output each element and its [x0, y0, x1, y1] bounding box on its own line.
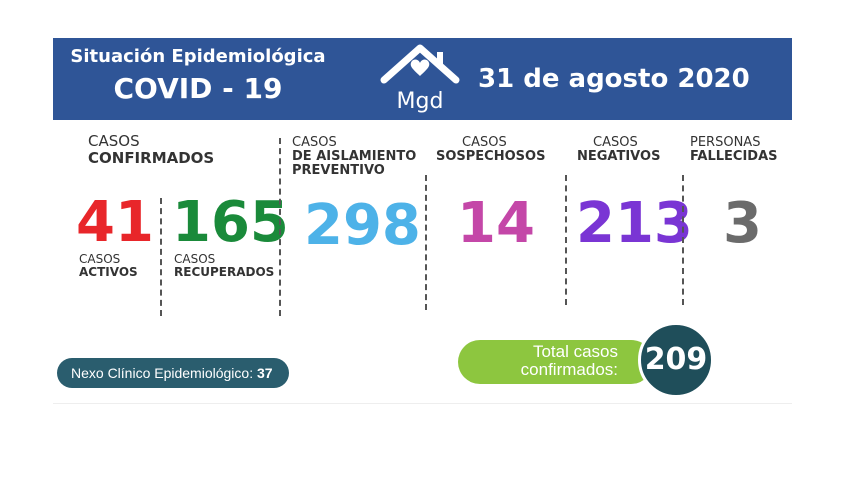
divider	[565, 175, 567, 305]
isolation-count: 298	[304, 193, 421, 258]
suspected-label: CASOS SOSPECHOSOS	[436, 135, 546, 164]
nexo-label: Nexo Clínico Epidemiológico:	[71, 365, 254, 381]
active-count: 41	[76, 190, 154, 255]
negative-count: 213	[576, 191, 693, 256]
suspected-count: 14	[457, 191, 535, 256]
house-heart-icon	[380, 44, 460, 84]
confirmed-label: CASOS CONFIRMADOS	[88, 132, 215, 167]
recovered-count: 165	[172, 190, 289, 255]
total-pill: Total casos confirmados:	[458, 340, 653, 384]
total-label: Total casos confirmados:	[520, 342, 618, 379]
header-date: 31 de agosto 2020	[478, 64, 750, 94]
nexo-badge: Nexo Clínico Epidemiológico: 37	[57, 358, 289, 388]
nexo-value: 37	[256, 365, 273, 381]
isolation-label: CASOS DE AISLAMIENTO PREVENTIVO	[292, 135, 417, 178]
deceased-count: 3	[723, 191, 762, 256]
header-subtitle: COVID - 19	[113, 72, 283, 105]
divider	[279, 138, 281, 316]
negative-label: CASOS NEGATIVOS	[577, 135, 661, 164]
logo-text: Mgd	[396, 89, 444, 114]
divider	[160, 198, 162, 316]
divider	[682, 175, 684, 305]
active-label: CASOS ACTIVOS	[79, 252, 138, 279]
deceased-label: PERSONAS FALLECIDAS	[690, 135, 778, 164]
header-title: Situación Epidemiológica	[70, 46, 326, 67]
total-count: 209	[638, 322, 714, 398]
recovered-label: CASOS RECUPERADOS	[174, 252, 275, 279]
divider	[53, 403, 792, 404]
logo: Mgd	[378, 42, 462, 116]
divider	[425, 175, 427, 310]
header-banner: Situación Epidemiológica COVID - 19 Mgd …	[53, 38, 792, 120]
